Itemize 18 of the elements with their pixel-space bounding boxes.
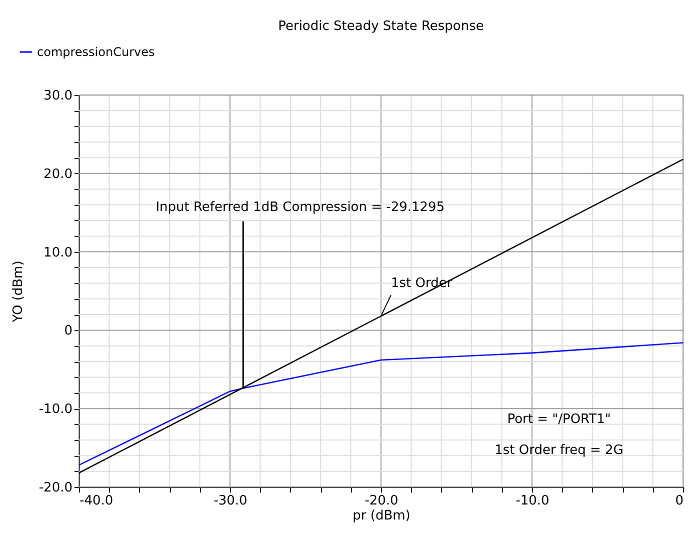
annotation: 1st Order freq = 2G: [494, 443, 624, 458]
annotation: Port = "/PORT1": [507, 412, 611, 427]
y-tick-label: 10.0: [44, 245, 72, 260]
x-tick-label: -20.0: [364, 494, 398, 508]
x-tick-label: -10.0: [516, 494, 550, 508]
y-tick-label: -20.0: [38, 480, 72, 496]
x-tick-label: -30.0: [214, 494, 248, 508]
y-tick-label: 20.0: [44, 166, 72, 182]
y-axis-title: YO (dBm): [10, 260, 26, 324]
y-tick-label: 30.0: [44, 88, 72, 104]
y-tick-label: 0: [64, 324, 72, 339]
chart-title: Periodic Steady State Response: [278, 19, 484, 34]
x-axis-title: pr (dBm): [352, 508, 410, 524]
legend-label: compressionCurves: [37, 45, 155, 59]
x-tick-label: -40.0: [80, 494, 114, 508]
x-tick-label: 0: [675, 494, 684, 508]
annotation: Input Referred 1dB Compression = -29.1295: [156, 200, 445, 216]
y-tick-label: -10.0: [38, 402, 72, 418]
